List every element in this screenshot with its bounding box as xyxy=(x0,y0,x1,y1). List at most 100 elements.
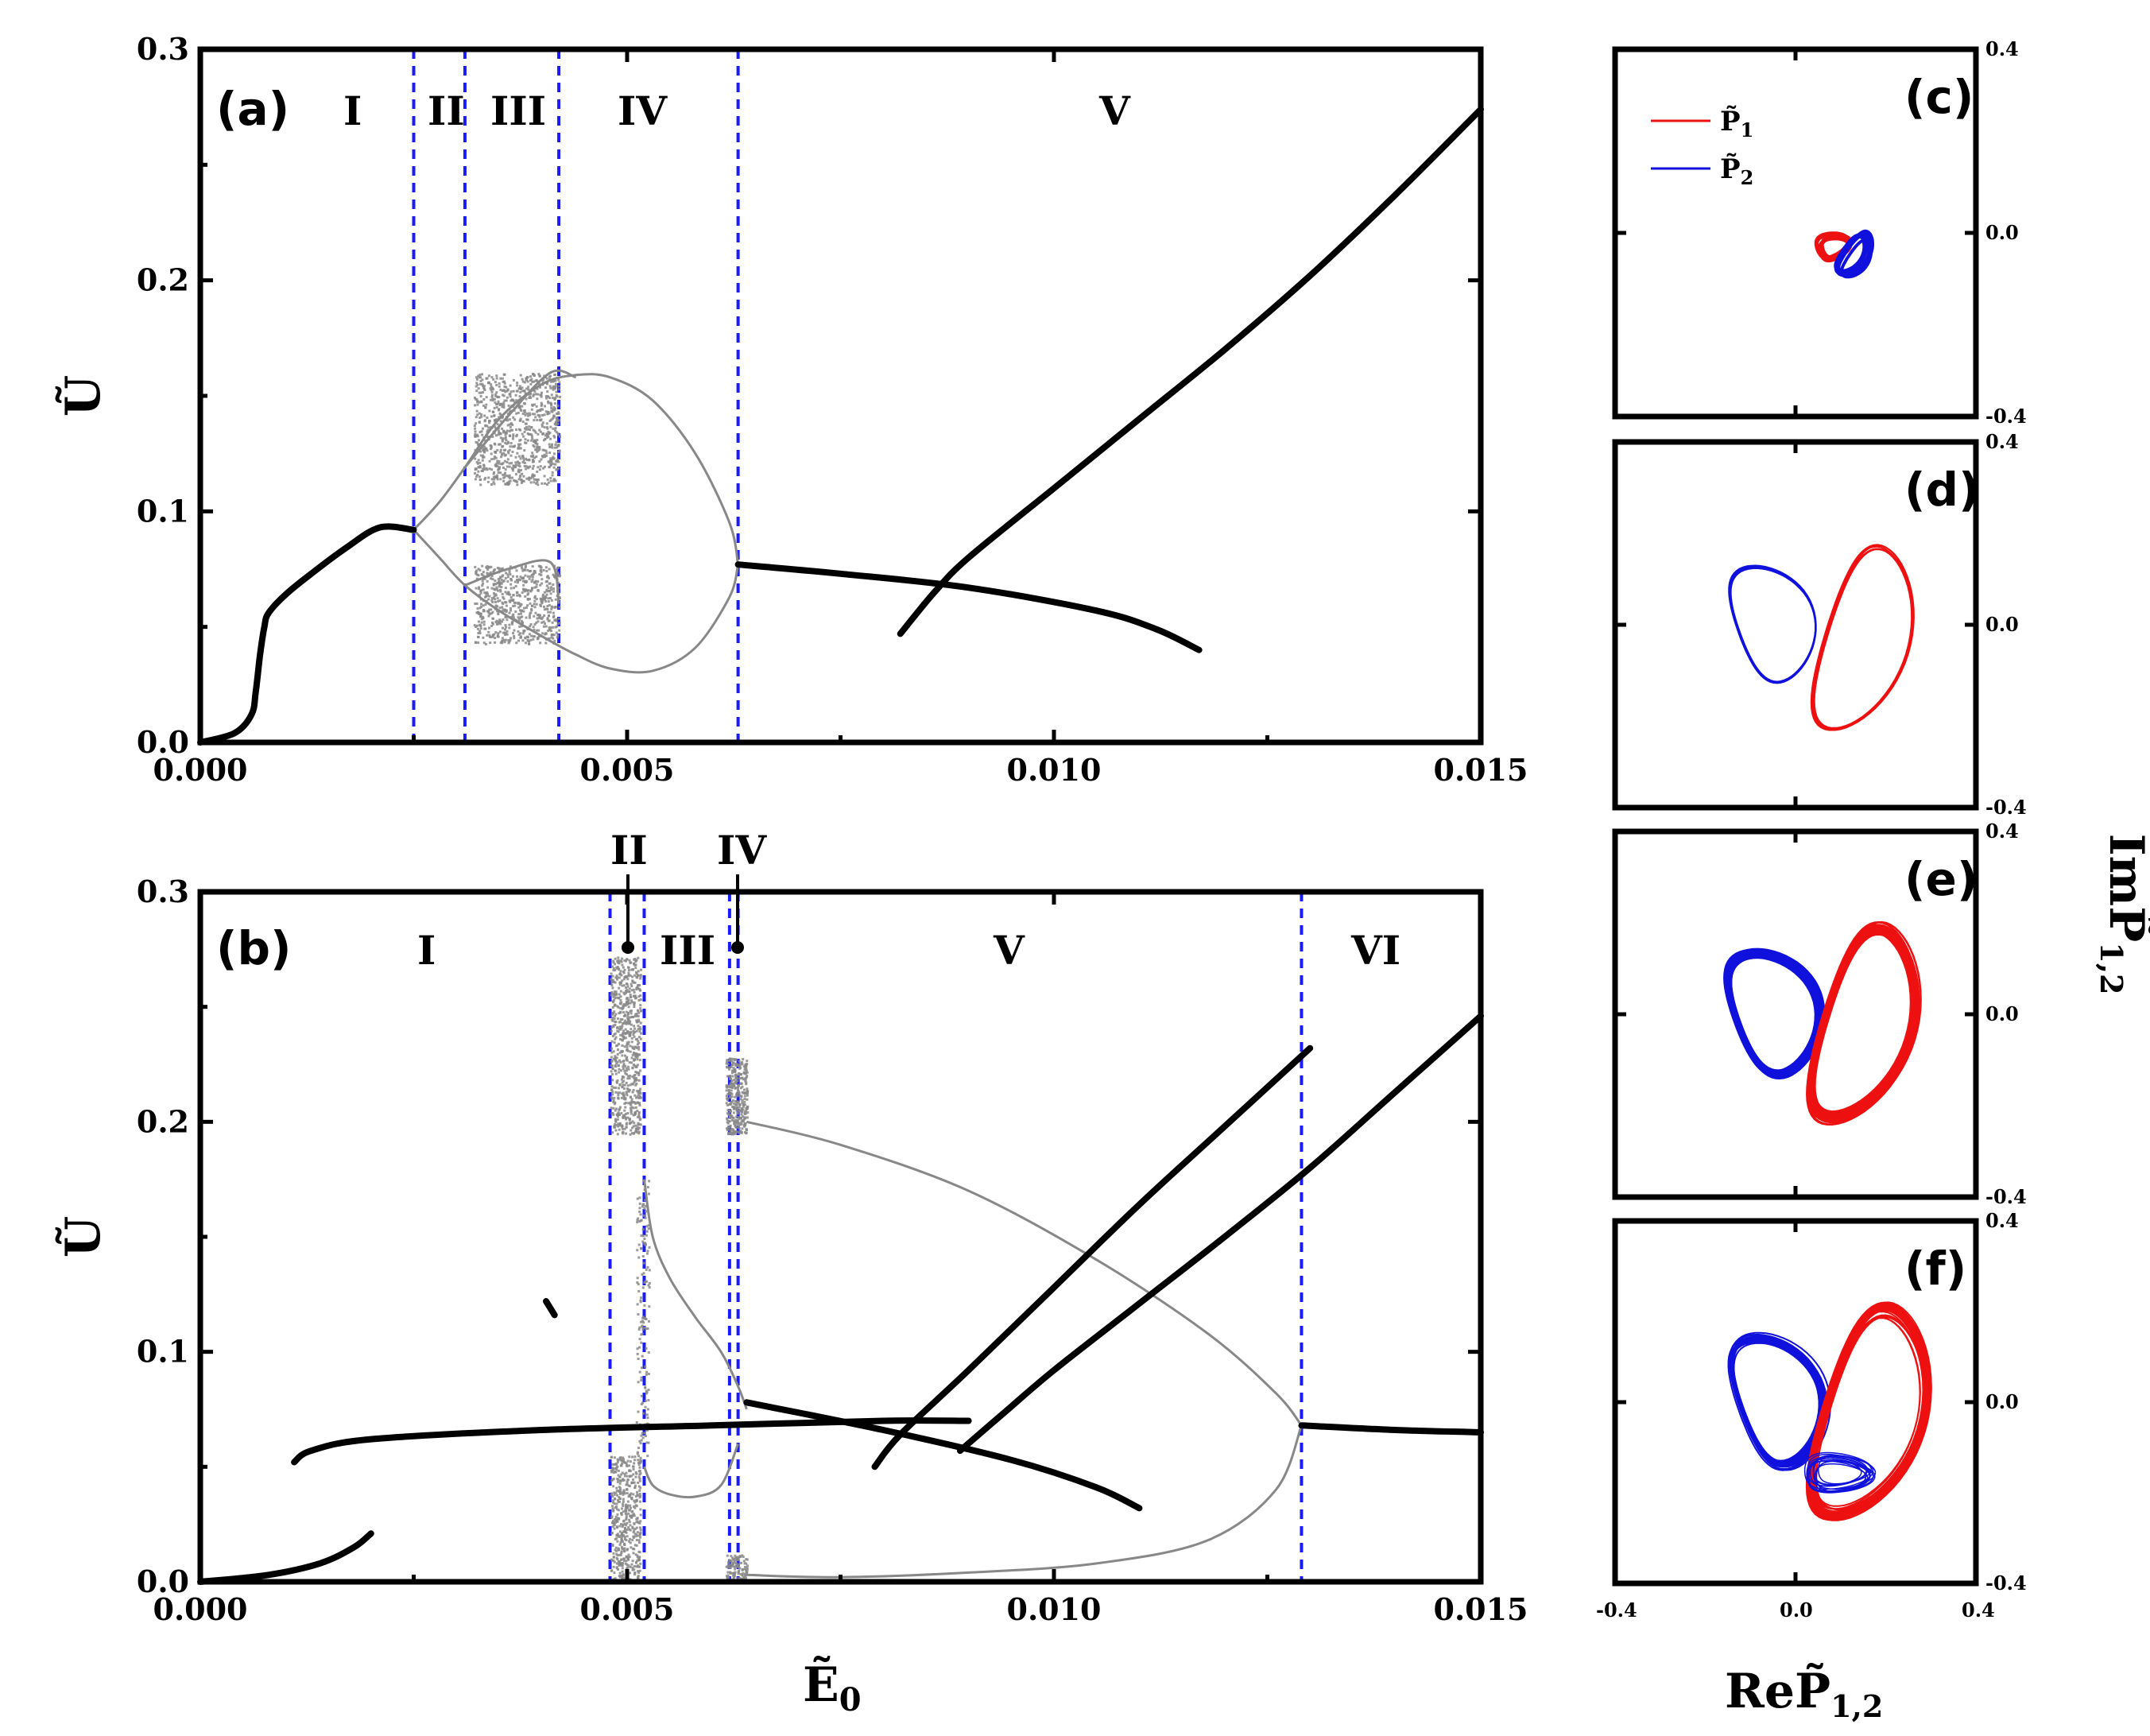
b-chaos-point xyxy=(610,1492,614,1495)
a-chaos-point xyxy=(513,601,516,604)
b-chaos-point xyxy=(621,957,624,960)
a-chaos-point xyxy=(556,420,560,423)
a-chaos-point xyxy=(516,451,519,455)
b-chaos-point xyxy=(623,1054,626,1057)
a-chaos-point xyxy=(521,456,525,459)
b-chaos-point xyxy=(636,1277,639,1280)
a-chaos-point xyxy=(506,465,509,468)
a-chaos-point xyxy=(538,468,541,471)
a-chaos-point xyxy=(544,449,548,452)
b-chaos-point xyxy=(618,1530,622,1533)
b-chaos-point xyxy=(739,1572,742,1575)
a-chaos-point xyxy=(518,419,521,422)
b-chaos-point xyxy=(616,965,619,968)
a-chaos-point xyxy=(478,606,482,610)
b-chaos-point xyxy=(632,1531,635,1534)
a-chaos-point xyxy=(506,630,509,633)
a-chaos-point xyxy=(501,452,504,455)
b-chaos-point xyxy=(622,1505,625,1508)
b-chaos-point xyxy=(619,1060,622,1064)
a-chaos-point xyxy=(491,634,494,637)
a-chaos-point xyxy=(505,626,508,629)
b-chaos-point xyxy=(734,1554,737,1557)
a-chaos-point xyxy=(540,578,544,581)
a-chaos-point xyxy=(552,434,556,437)
b-chaos-point xyxy=(744,1565,747,1568)
b-chaos-point xyxy=(613,1033,616,1036)
a-chaos-point xyxy=(497,578,500,581)
b-chaos-point xyxy=(740,1082,743,1085)
b-chaos-point xyxy=(612,1113,615,1116)
b-chaos-point xyxy=(735,1095,738,1098)
b-chaos-point xyxy=(637,1096,641,1099)
b-chaos-point xyxy=(612,967,615,970)
b-chaos-point xyxy=(636,1281,639,1284)
a-chaos-point xyxy=(496,465,499,468)
b-chaos-point xyxy=(647,1372,650,1375)
b-chaos-point xyxy=(628,1455,631,1459)
b-chaos-point xyxy=(729,1103,732,1106)
b-chaos-point xyxy=(633,994,637,998)
a-chaos-point xyxy=(548,582,551,585)
b-chaos-point xyxy=(612,1012,615,1015)
b-chaos-point xyxy=(630,1056,633,1060)
b-chaos-point xyxy=(622,1022,625,1025)
a-chaos-point xyxy=(490,398,493,401)
a-chaos-point xyxy=(491,397,494,401)
b-chaos-point xyxy=(725,1089,728,1092)
b-chaos-point xyxy=(618,1486,621,1489)
b-chaos-point xyxy=(725,1102,728,1105)
a-chaos-point xyxy=(503,386,506,389)
a-chaos-point xyxy=(543,591,546,594)
a-chaos-point xyxy=(513,479,516,482)
a-chaos-point xyxy=(528,479,531,482)
b-chaos-point xyxy=(612,1050,615,1053)
a-chaos-point xyxy=(492,378,495,381)
b-chaos-point xyxy=(615,1505,618,1509)
a-chaos-point xyxy=(482,623,486,626)
a-chaos-point xyxy=(539,583,542,587)
a-chaos-point xyxy=(482,451,486,454)
a-chaos-point xyxy=(517,594,521,597)
a-chaos-point xyxy=(552,463,555,466)
b-chaos-point xyxy=(621,979,624,982)
a-chaos-point xyxy=(482,615,485,618)
b-chaos-point xyxy=(729,1117,732,1120)
a-chaos-point xyxy=(513,629,516,632)
b-chaos-point xyxy=(638,1477,641,1480)
a-chaos-point xyxy=(511,445,514,448)
b-chaos-point xyxy=(638,1036,641,1039)
b-chaos-point xyxy=(619,1011,622,1014)
b-chaos-point xyxy=(611,1016,614,1019)
a-chaos-point xyxy=(490,597,494,600)
b-chaos-point xyxy=(637,1571,641,1574)
b-chaos-point xyxy=(618,1486,622,1490)
attractor-loop xyxy=(1730,1339,1823,1467)
b-chaos-point xyxy=(641,1205,644,1208)
b-chaos-point xyxy=(726,1574,730,1577)
b-chaos-point xyxy=(647,1227,650,1230)
a-chaos-point xyxy=(544,394,548,397)
b-chaos-point xyxy=(626,1048,629,1052)
attractor-loop xyxy=(1726,947,1826,1077)
a-chaos-point xyxy=(498,579,501,583)
b-chaos-point xyxy=(637,1576,640,1579)
b-branch-5 xyxy=(956,1013,1484,1455)
a-chaos-point xyxy=(545,593,548,596)
a-chaos-point xyxy=(504,468,507,471)
b-chaos-point xyxy=(622,1116,625,1119)
b-chaos-point xyxy=(736,1130,739,1133)
b-chaos-point xyxy=(638,1370,641,1374)
b-chaos-point xyxy=(624,959,627,963)
b-chaos-point xyxy=(636,1560,639,1563)
b-chaos-point xyxy=(617,1111,620,1114)
b-chaos-point xyxy=(633,1501,637,1504)
a-chaos-point xyxy=(508,448,511,451)
b-chaos-point xyxy=(617,1548,620,1552)
a-chaos-point xyxy=(528,425,531,428)
a-chaos-point xyxy=(484,642,487,645)
a-chaos-point xyxy=(530,426,533,429)
b-chaos-point xyxy=(626,1122,629,1125)
a-chaos-point xyxy=(536,419,539,422)
b-chaos-point xyxy=(629,1565,632,1568)
